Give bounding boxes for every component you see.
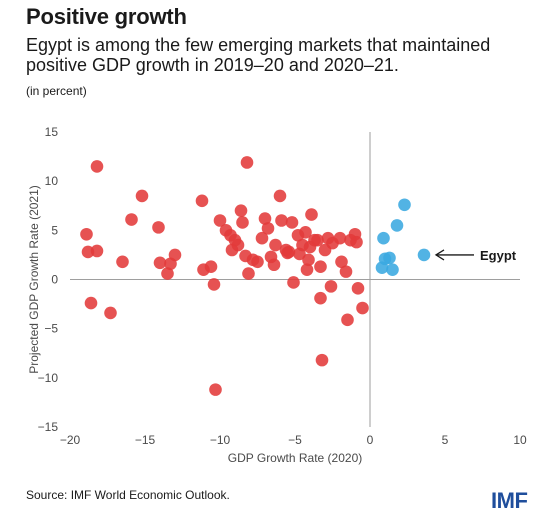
data-point-negative	[242, 267, 255, 280]
data-point-negative	[104, 306, 117, 320]
data-point-negative	[314, 260, 327, 274]
data-point-negative	[275, 214, 288, 227]
y-tick-label: −10	[38, 371, 59, 385]
x-tick-label: −5	[288, 433, 302, 447]
data-point-negative	[152, 221, 165, 234]
data-point-negative	[305, 208, 318, 221]
data-point-positive	[390, 219, 404, 232]
data-point-negative	[324, 280, 338, 293]
data-point-negative	[153, 256, 167, 270]
data-point-negative	[240, 156, 254, 169]
y-tick-labels: −15 −10 −5 0 5 10 15	[38, 125, 59, 434]
x-tick-label: −10	[210, 433, 231, 447]
data-point-negative	[90, 160, 104, 173]
y-tick-label: 0	[51, 273, 58, 287]
data-point-negative	[231, 238, 245, 252]
imf-logo: IMF	[491, 488, 528, 513]
data-points	[80, 156, 431, 396]
y-tick-label: 5	[51, 223, 58, 237]
data-point-positive	[386, 263, 399, 276]
data-point-negative	[195, 194, 209, 208]
egypt-arrowhead	[434, 249, 445, 261]
x-axis-label: GDP Growth Rate (2020)	[228, 451, 363, 465]
x-tick-label: 0	[367, 433, 374, 447]
data-point-negative	[314, 291, 327, 305]
data-point-positive	[398, 198, 411, 212]
data-point-negative	[287, 276, 300, 289]
data-point-negative	[80, 227, 93, 241]
y-tick-label: −5	[44, 322, 58, 336]
x-tick-label: −20	[60, 433, 81, 447]
data-point-negative	[125, 213, 138, 226]
y-tick-label: −15	[38, 420, 59, 434]
chart-title: Positive growth	[26, 4, 187, 29]
x-tick-label: 10	[513, 433, 527, 447]
data-point-negative	[204, 260, 218, 274]
y-axis-label: Projected GDP Growth Rate (2021)	[27, 185, 41, 374]
data-point-negative	[300, 263, 314, 276]
data-point-negative	[258, 212, 272, 225]
data-point-negative	[116, 255, 129, 269]
data-point-negative	[234, 204, 248, 217]
data-point-negative	[161, 267, 174, 280]
data-point-negative	[282, 245, 296, 259]
data-point-negative	[285, 216, 299, 229]
unit-note: (in percent)	[26, 84, 87, 98]
data-point-negative	[267, 258, 281, 272]
data-point-negative	[350, 235, 363, 249]
x-tick-labels: −20 −15 −10 −5 0 5 10	[60, 433, 527, 447]
x-tick-label: −15	[135, 433, 156, 447]
y-tick-label: 10	[45, 174, 59, 188]
data-point-negative	[299, 226, 312, 239]
data-point-negative	[333, 231, 347, 245]
data-point-negative	[207, 278, 221, 291]
data-point-negative	[273, 189, 287, 203]
data-point-negative	[269, 238, 282, 252]
egypt-annotation: Egypt	[434, 248, 517, 263]
data-point-negative	[356, 301, 369, 315]
data-point-negative	[351, 282, 365, 295]
data-point-negative	[302, 253, 315, 267]
data-point-negative	[255, 231, 269, 245]
data-point-negative	[315, 353, 329, 367]
data-point-negative	[209, 383, 222, 396]
data-point-negative	[335, 255, 348, 269]
data-point-negative	[168, 248, 182, 262]
data-point-negative	[261, 222, 275, 235]
chart-subtitle: Egypt is among the few emerging markets …	[26, 35, 491, 75]
data-point-positive	[417, 248, 431, 262]
data-point-negative	[90, 244, 104, 258]
data-point-negative	[236, 216, 249, 229]
egypt-label: Egypt	[480, 248, 517, 263]
data-point-negative	[311, 233, 324, 247]
data-point-positive	[383, 251, 396, 265]
data-point-negative	[339, 265, 353, 278]
data-point-negative	[251, 255, 264, 269]
source-note: Source: IMF World Economic Outlook.	[26, 488, 230, 502]
data-point-negative	[135, 189, 149, 203]
data-point-positive	[377, 231, 390, 245]
y-tick-label: 15	[45, 125, 59, 139]
data-point-negative	[341, 313, 354, 327]
data-point-negative	[84, 296, 98, 310]
x-tick-label: 5	[442, 433, 449, 447]
data-point-negative	[213, 214, 227, 227]
